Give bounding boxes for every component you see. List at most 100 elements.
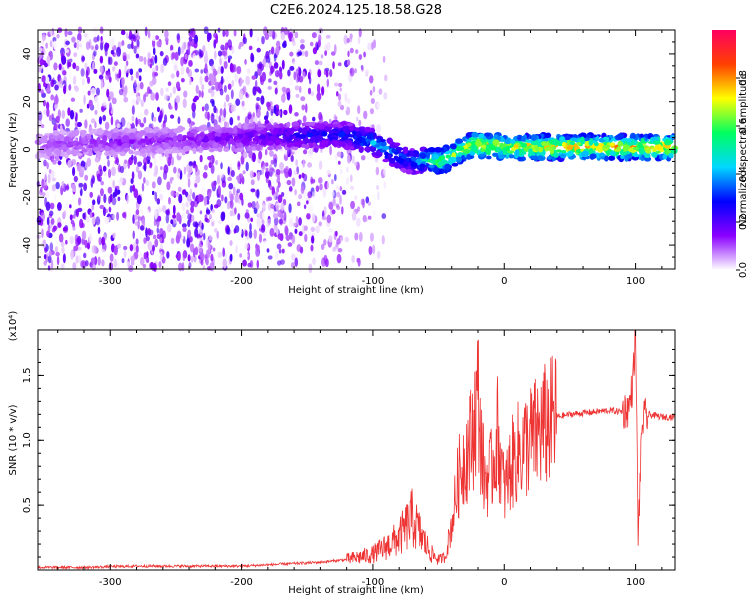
spectrogram-cell xyxy=(47,265,51,271)
spectrogram-cell xyxy=(298,67,302,77)
spectrogram-cell xyxy=(157,215,162,222)
spectrogram-cell xyxy=(255,102,260,111)
spectrogram-cell xyxy=(43,254,47,260)
spectrogram-cell xyxy=(324,258,329,268)
spectrogram-ridge-cell xyxy=(214,136,220,142)
spectrogram-cell xyxy=(269,227,275,237)
spectrogram-cell xyxy=(165,213,170,224)
spectrogram-cell xyxy=(178,193,183,204)
spectrogram-ridge-cell xyxy=(428,164,435,169)
colorbar-gradient xyxy=(712,30,736,270)
spectrogram-cell xyxy=(230,89,234,100)
spectrogram-cell xyxy=(288,217,294,228)
spectrogram-cell xyxy=(152,262,157,272)
spectrogram-cell xyxy=(216,230,219,239)
spectrogram-cell xyxy=(45,201,51,212)
spectrogram-ridge-cell xyxy=(266,140,274,147)
spectrogram-cell xyxy=(50,79,55,88)
spectrogram-cell xyxy=(156,106,160,113)
spectrogram-cell xyxy=(317,39,321,48)
spectrogram-cell xyxy=(99,168,103,177)
spectrogram-cell xyxy=(72,262,77,271)
spectrogram-cell xyxy=(219,108,223,116)
spectrogram-cell xyxy=(301,50,306,56)
spectrogram-cell xyxy=(130,255,136,263)
spectrogram-cell xyxy=(137,118,142,125)
spectrogram-ridge-cell xyxy=(306,132,313,138)
spectrogram-cell xyxy=(108,206,112,213)
spectrogram-cell xyxy=(113,258,118,268)
spectrogram-cell xyxy=(73,175,78,183)
spectrogram-ridge-cell xyxy=(653,140,660,145)
spectrogram-cell xyxy=(357,105,361,115)
spectrogram-cell xyxy=(210,91,214,98)
spectrogram-cell xyxy=(216,174,221,185)
spectrogram-cell xyxy=(273,213,279,219)
spectrogram-cell xyxy=(229,117,234,126)
spectrogram-cell xyxy=(270,159,275,165)
spectrogram-cell xyxy=(296,201,301,207)
spectrogram-cell xyxy=(87,90,91,96)
spectrogram-cell xyxy=(223,60,228,70)
spectrogram-cell xyxy=(157,205,162,214)
spectrogram-cell xyxy=(151,181,156,189)
spectrogram-cell xyxy=(140,225,145,231)
spectrogram-cell xyxy=(251,75,256,80)
spectrogram-cell xyxy=(83,252,87,259)
spectrogram-ridge-cell xyxy=(444,163,451,171)
spectrogram-cell xyxy=(199,154,203,163)
spectrogram-ridge-cell xyxy=(217,146,223,153)
spectrogram-cell xyxy=(204,214,208,220)
spectrogram-cell xyxy=(69,235,74,245)
spectrogram-cell xyxy=(354,232,359,241)
spectrogram-cell xyxy=(199,220,202,228)
spectrogram-cell xyxy=(102,206,107,217)
spectrogram-ridge-cell xyxy=(632,146,640,150)
spectrogram-cell xyxy=(271,186,275,196)
spectrogram-cell xyxy=(307,87,312,95)
spectrogram-cell xyxy=(256,96,261,102)
spectrogram-cell xyxy=(141,182,145,192)
spectrogram-cell xyxy=(243,238,248,244)
spectrogram-cell xyxy=(222,258,227,269)
spectrogram-cell xyxy=(349,33,353,40)
spectrogram-cell xyxy=(129,185,133,193)
spectrogram-cell xyxy=(369,232,374,242)
x-tick-label: 100 xyxy=(626,276,645,287)
spectrogram-cell xyxy=(145,179,150,187)
spectrogram-cell xyxy=(99,55,104,64)
spectrogram-cell xyxy=(182,250,188,259)
x-tick-label: -100 xyxy=(362,276,385,287)
spectrogram-cell xyxy=(381,213,387,219)
spectrogram-ridge-cell xyxy=(514,149,520,157)
spectrogram-cell xyxy=(229,253,233,262)
spectrogram-ridge-cell xyxy=(71,141,78,146)
spectrogram-cell xyxy=(100,80,104,89)
spectrogram-cell xyxy=(318,221,322,227)
spectrogram-cell xyxy=(95,216,101,226)
spectrogram-cell xyxy=(78,182,84,188)
spectrogram-cell xyxy=(106,88,110,98)
spectrogram-cell xyxy=(293,170,298,175)
spectrogram-cell xyxy=(205,209,211,215)
spectrogram-ridge-cell xyxy=(545,146,554,151)
spectrogram-cell xyxy=(164,37,169,42)
spectrogram-ridge-cell xyxy=(102,134,108,141)
spectrogram-cell xyxy=(44,170,48,181)
spectrogram-cell xyxy=(84,260,89,267)
spectrogram-cell xyxy=(107,186,113,194)
spectrogram-cell xyxy=(336,191,341,198)
spectrogram-ridge-cell xyxy=(260,129,266,134)
spectrogram-ridge-cell xyxy=(93,146,99,152)
spectrogram-y-label: Frequency (Hz) xyxy=(8,112,19,188)
spectrogram-cell xyxy=(236,65,242,75)
spectrogram-cell xyxy=(298,75,304,83)
spectrogram-cell xyxy=(283,27,288,36)
spectrogram-cell xyxy=(44,62,48,68)
spectrogram-cell xyxy=(220,66,224,74)
x-tick-label: -300 xyxy=(99,577,122,588)
spectrogram-ridge-cell xyxy=(637,141,643,149)
spectrogram-ridge-cell xyxy=(498,154,505,160)
spectrogram-cell xyxy=(132,242,137,252)
spectrogram-cell xyxy=(256,188,260,199)
